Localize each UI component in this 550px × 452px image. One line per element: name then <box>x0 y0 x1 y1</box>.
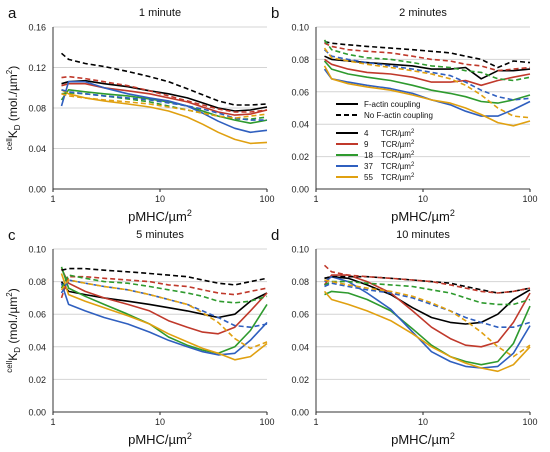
series-line-tcr37-no-coupling <box>324 282 531 329</box>
x-tick-label: 100 <box>259 417 274 427</box>
series-line-tcr55-no-coupling <box>60 279 268 350</box>
series-line-tcr9-f-actin <box>324 58 531 87</box>
series-line-tcr9-no-coupling <box>61 75 268 113</box>
y-tick-label: 0.10 <box>291 23 309 33</box>
y-tick-label: 0.08 <box>291 55 309 65</box>
panel-d: 0.00 0.02 0.04 0.06 0.08 0.10 1 10 100 d 10 minute… <box>271 227 538 447</box>
x-tick-label: 10 <box>155 194 165 204</box>
legend-label: 37 TCR/µm2 <box>364 162 415 171</box>
legend: F-actin coupling No F-actin coupling 4 TCR/… <box>336 100 433 182</box>
x-tick-label: 10 <box>418 194 428 204</box>
series-line-tcr37-no-coupling <box>323 49 531 101</box>
x-axis-label: pMHC/µm2 <box>391 208 455 224</box>
series-line-tcr37-f-actin <box>60 80 268 134</box>
series-line-tcr55-f-actin <box>60 273 268 361</box>
panel-title: 1 minute <box>139 7 181 19</box>
series-line-tcr9-f-actin <box>61 82 268 116</box>
x-tick-label: 100 <box>259 194 274 204</box>
y-tick-label: 0.00 <box>291 408 309 418</box>
x-tick-label: 10 <box>418 417 428 427</box>
panel-title: 10 minutes <box>396 229 450 241</box>
y-tick-label: 0.08 <box>28 104 46 114</box>
panel-title: 5 minutes <box>136 229 184 241</box>
y-tick-label: 0.02 <box>291 152 309 162</box>
series-line-tcr4-f-actin <box>60 281 268 319</box>
y-tick-label: 0.12 <box>28 63 46 73</box>
series-line-tcr4-no-coupling <box>60 52 268 106</box>
panel-letter: b <box>271 5 279 22</box>
series-line-tcr18-f-actin <box>323 60 531 104</box>
x-axis-label: pMHC/µm2 <box>128 431 192 447</box>
series-line-tcr18-no-coupling <box>323 39 531 82</box>
y-axis-label: cellKD (mol./µm2) <box>5 288 22 373</box>
panel-title: 2 minutes <box>399 7 447 19</box>
panel-letter: c <box>8 227 16 244</box>
y-tick-label: 0.06 <box>291 310 309 320</box>
panel-c: 0.00 0.02 0.04 0.06 0.08 0.10 1 10 100 c 5 minutes… <box>5 227 275 447</box>
legend-label: F-actin coupling <box>364 100 420 109</box>
y-tick-label: 0.02 <box>291 375 309 385</box>
panel-letter: d <box>271 227 279 244</box>
series-line-tcr4-no-coupling <box>324 275 531 294</box>
series-line-tcr55-f-actin <box>61 89 268 145</box>
series-line-tcr18-no-coupling <box>60 274 268 304</box>
series-line-tcr55-no-coupling <box>61 93 268 119</box>
series-line-tcr55-f-actin <box>323 290 531 373</box>
y-tick-label: 0.02 <box>28 375 46 385</box>
legend-label: No F-actin coupling <box>364 111 433 120</box>
x-tick-label: 1 <box>313 417 318 427</box>
y-tick-label: 0.06 <box>28 310 46 320</box>
x-tick-label: 1 <box>50 417 55 427</box>
legend-label: 55 TCR/µm2 <box>364 173 415 182</box>
legend-label: 4 TCR/µm2 <box>364 129 415 138</box>
y-tick-label: 0.04 <box>291 120 309 130</box>
series-line-tcr55-no-coupling <box>324 279 531 358</box>
series-line-tcr18-no-coupling <box>324 280 531 306</box>
x-tick-label: 10 <box>155 417 165 427</box>
series-line-tcr9-no-coupling <box>324 42 531 72</box>
y-tick-label: 0.04 <box>291 342 309 352</box>
x-tick-label: 100 <box>522 194 537 204</box>
series-line-tcr37-f-actin <box>323 68 531 117</box>
x-axis-label: pMHC/µm2 <box>391 431 455 447</box>
series-line-tcr9-f-actin <box>60 268 268 335</box>
y-tick-label: 0.04 <box>28 144 46 154</box>
x-tick-label: 100 <box>522 417 537 427</box>
legend-label: 18 TCR/µm2 <box>364 151 415 160</box>
y-tick-label: 0.00 <box>28 408 46 418</box>
series-line-tcr55-f-actin <box>323 65 531 127</box>
series-line-tcr4-f-actin <box>324 275 531 325</box>
series-line-tcr37-f-actin <box>324 275 531 369</box>
panel-letter: a <box>8 5 17 22</box>
series-line-tcr9-no-coupling <box>60 275 268 299</box>
x-axis-label: pMHC/µm2 <box>128 208 192 224</box>
y-tick-label: 0.08 <box>28 277 46 287</box>
y-tick-label: 0.06 <box>291 87 309 97</box>
y-tick-label: 0.10 <box>28 245 46 255</box>
y-tick-label: 0.00 <box>28 185 46 195</box>
series-line-tcr18-f-actin <box>324 290 531 366</box>
series-line-tcr37-f-actin <box>60 282 268 356</box>
series-line-tcr18-no-coupling <box>61 92 268 120</box>
series-line-tcr4-no-coupling <box>61 267 268 286</box>
panel-a: 0.00 0.04 0.08 0.12 0.16 1 10 100 a 1 minute pMHC/… <box>5 5 275 224</box>
y-tick-label: 0.00 <box>291 185 309 195</box>
y-tick-label: 0.16 <box>28 23 46 33</box>
series-line-tcr18-f-actin <box>60 89 268 124</box>
series-line-tcr18-f-actin <box>60 266 268 355</box>
series-line-tcr37-no-coupling <box>61 89 267 121</box>
y-axis-label: cellKD (mol./µm2) <box>5 66 22 151</box>
panel-b: 0.00 0.02 0.04 0.06 0.08 0.10 1 10 100 b 2 minutes… <box>271 5 538 224</box>
x-tick-label: 1 <box>50 194 55 204</box>
legend-label: 9 TCR/µm2 <box>364 140 415 149</box>
y-tick-label: 0.10 <box>291 245 309 255</box>
y-tick-label: 0.08 <box>291 277 309 287</box>
series-line-tcr4-no-coupling <box>324 40 531 69</box>
y-tick-label: 0.04 <box>28 342 46 352</box>
x-tick-label: 1 <box>313 194 318 204</box>
series-line-tcr55-no-coupling <box>323 47 531 119</box>
series-line-tcr9-no-coupling <box>323 264 531 294</box>
series-line-tcr4-f-actin <box>61 79 268 112</box>
